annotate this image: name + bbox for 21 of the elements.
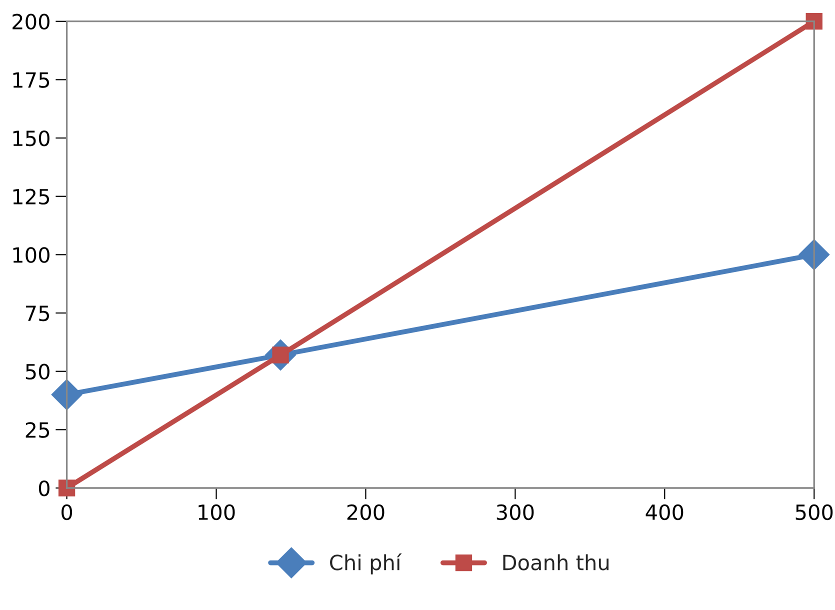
y-tick-label: 25 <box>26 422 50 438</box>
x-tick-label: 0 <box>62 504 72 520</box>
point <box>58 480 76 496</box>
legend-label: Doanh thu <box>503 554 609 570</box>
legend-label: Chi phí <box>330 553 402 574</box>
y-tick-label: 0 <box>38 480 50 496</box>
y-tick-label: 100 <box>13 247 50 263</box>
x-tick-label: 200 <box>347 504 384 520</box>
point <box>806 13 822 30</box>
x-tick-label: 100 <box>198 504 235 520</box>
y-tick-label: 175 <box>13 72 50 88</box>
y-tick-label: 125 <box>13 188 50 205</box>
y-tick-label: 150 <box>13 130 50 146</box>
point <box>51 379 82 410</box>
x-tick-label: 500 <box>796 504 833 520</box>
point <box>798 239 830 270</box>
y-tick-label: 50 <box>26 364 50 380</box>
x-tick-label: 300 <box>496 504 534 520</box>
y-tick-label: 75 <box>26 306 50 322</box>
y-tick-label: 200 <box>12 14 50 30</box>
x-tick-label: 400 <box>646 504 684 520</box>
